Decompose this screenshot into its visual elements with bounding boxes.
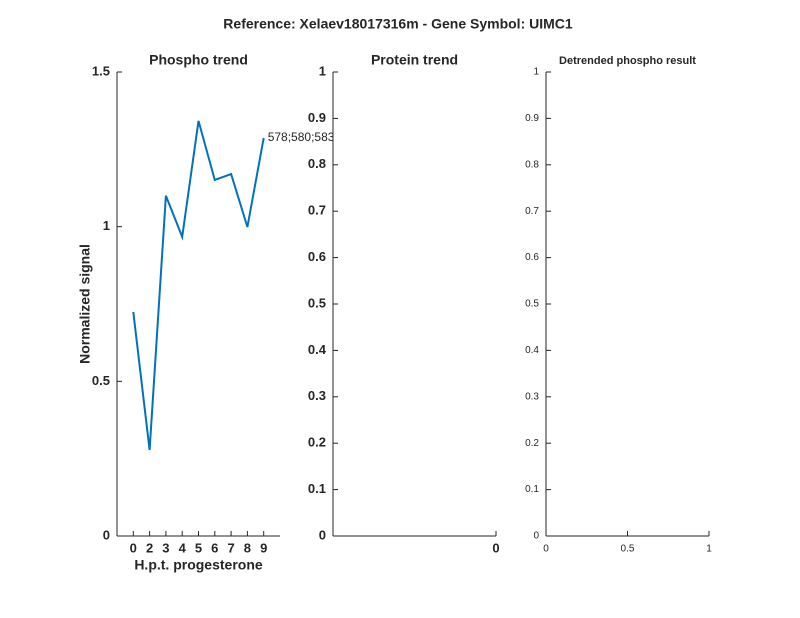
y-tick-label: 0.8 bbox=[525, 159, 539, 170]
y-tick-label: 0.4 bbox=[308, 342, 327, 357]
axes-background bbox=[333, 52, 546, 576]
x-tick-label: 5 bbox=[195, 540, 202, 555]
x-tick-label: 7 bbox=[227, 540, 234, 555]
x-tick-label: 0 bbox=[543, 544, 549, 555]
x-axis-label: H.p.t. progesterone bbox=[134, 557, 263, 573]
figure-title: Reference: Xelaev18017316m - Gene Symbol… bbox=[223, 16, 573, 32]
y-tick-label: 0 bbox=[319, 527, 326, 542]
y-axis-label: Normalized signal bbox=[77, 244, 93, 364]
x-tick-label: 3 bbox=[162, 540, 169, 555]
y-tick-label: 1.5 bbox=[92, 63, 110, 78]
y-tick-label: 0.4 bbox=[525, 345, 539, 356]
x-tick-label: 4 bbox=[179, 540, 187, 555]
y-tick-label: 1 bbox=[103, 218, 110, 233]
y-tick-label: 0.8 bbox=[308, 156, 326, 171]
y-tick-label: 1 bbox=[319, 63, 326, 78]
y-tick-label: 0.7 bbox=[308, 203, 326, 218]
y-tick-label: 0.2 bbox=[308, 435, 326, 450]
x-tick-label: 0 bbox=[492, 540, 499, 555]
y-tick-label: 0.9 bbox=[308, 110, 326, 125]
x-tick-label: 0.5 bbox=[621, 544, 635, 555]
x-tick-label: 0 bbox=[130, 540, 137, 555]
y-tick-label: 0.3 bbox=[308, 388, 326, 403]
y-tick-label: 0.6 bbox=[525, 252, 539, 263]
y-tick-label: 0.6 bbox=[308, 249, 326, 264]
x-tick-label: 9 bbox=[260, 540, 267, 555]
x-tick-label: 2 bbox=[146, 540, 153, 555]
y-tick-label: 0.1 bbox=[525, 484, 539, 495]
annotation: 578;580;583 bbox=[268, 130, 335, 144]
y-tick-label: 0.9 bbox=[525, 113, 539, 124]
y-tick-label: 0.2 bbox=[525, 438, 539, 449]
y-tick-label: 0.5 bbox=[308, 295, 326, 310]
y-tick-label: 0.5 bbox=[92, 373, 110, 388]
axes-title: Protein trend bbox=[371, 52, 458, 68]
axes-background bbox=[546, 52, 800, 576]
x-tick-label: 6 bbox=[211, 540, 218, 555]
axes-title: Detrended phospho result bbox=[559, 55, 696, 67]
data-line bbox=[132, 120, 265, 451]
y-tick-label: 0.7 bbox=[525, 206, 539, 217]
y-tick-label: 0 bbox=[533, 531, 539, 542]
y-tick-label: 0.5 bbox=[525, 299, 539, 310]
y-tick-label: 0.1 bbox=[308, 481, 326, 496]
x-tick-label: 1 bbox=[706, 544, 712, 555]
y-tick-label: 0 bbox=[103, 527, 110, 542]
y-tick-label: 1 bbox=[533, 67, 539, 78]
x-tick-label: 8 bbox=[244, 540, 251, 555]
axes-title: Phospho trend bbox=[149, 52, 248, 68]
y-tick-label: 0.3 bbox=[525, 391, 539, 402]
axes-background bbox=[117, 52, 333, 576]
